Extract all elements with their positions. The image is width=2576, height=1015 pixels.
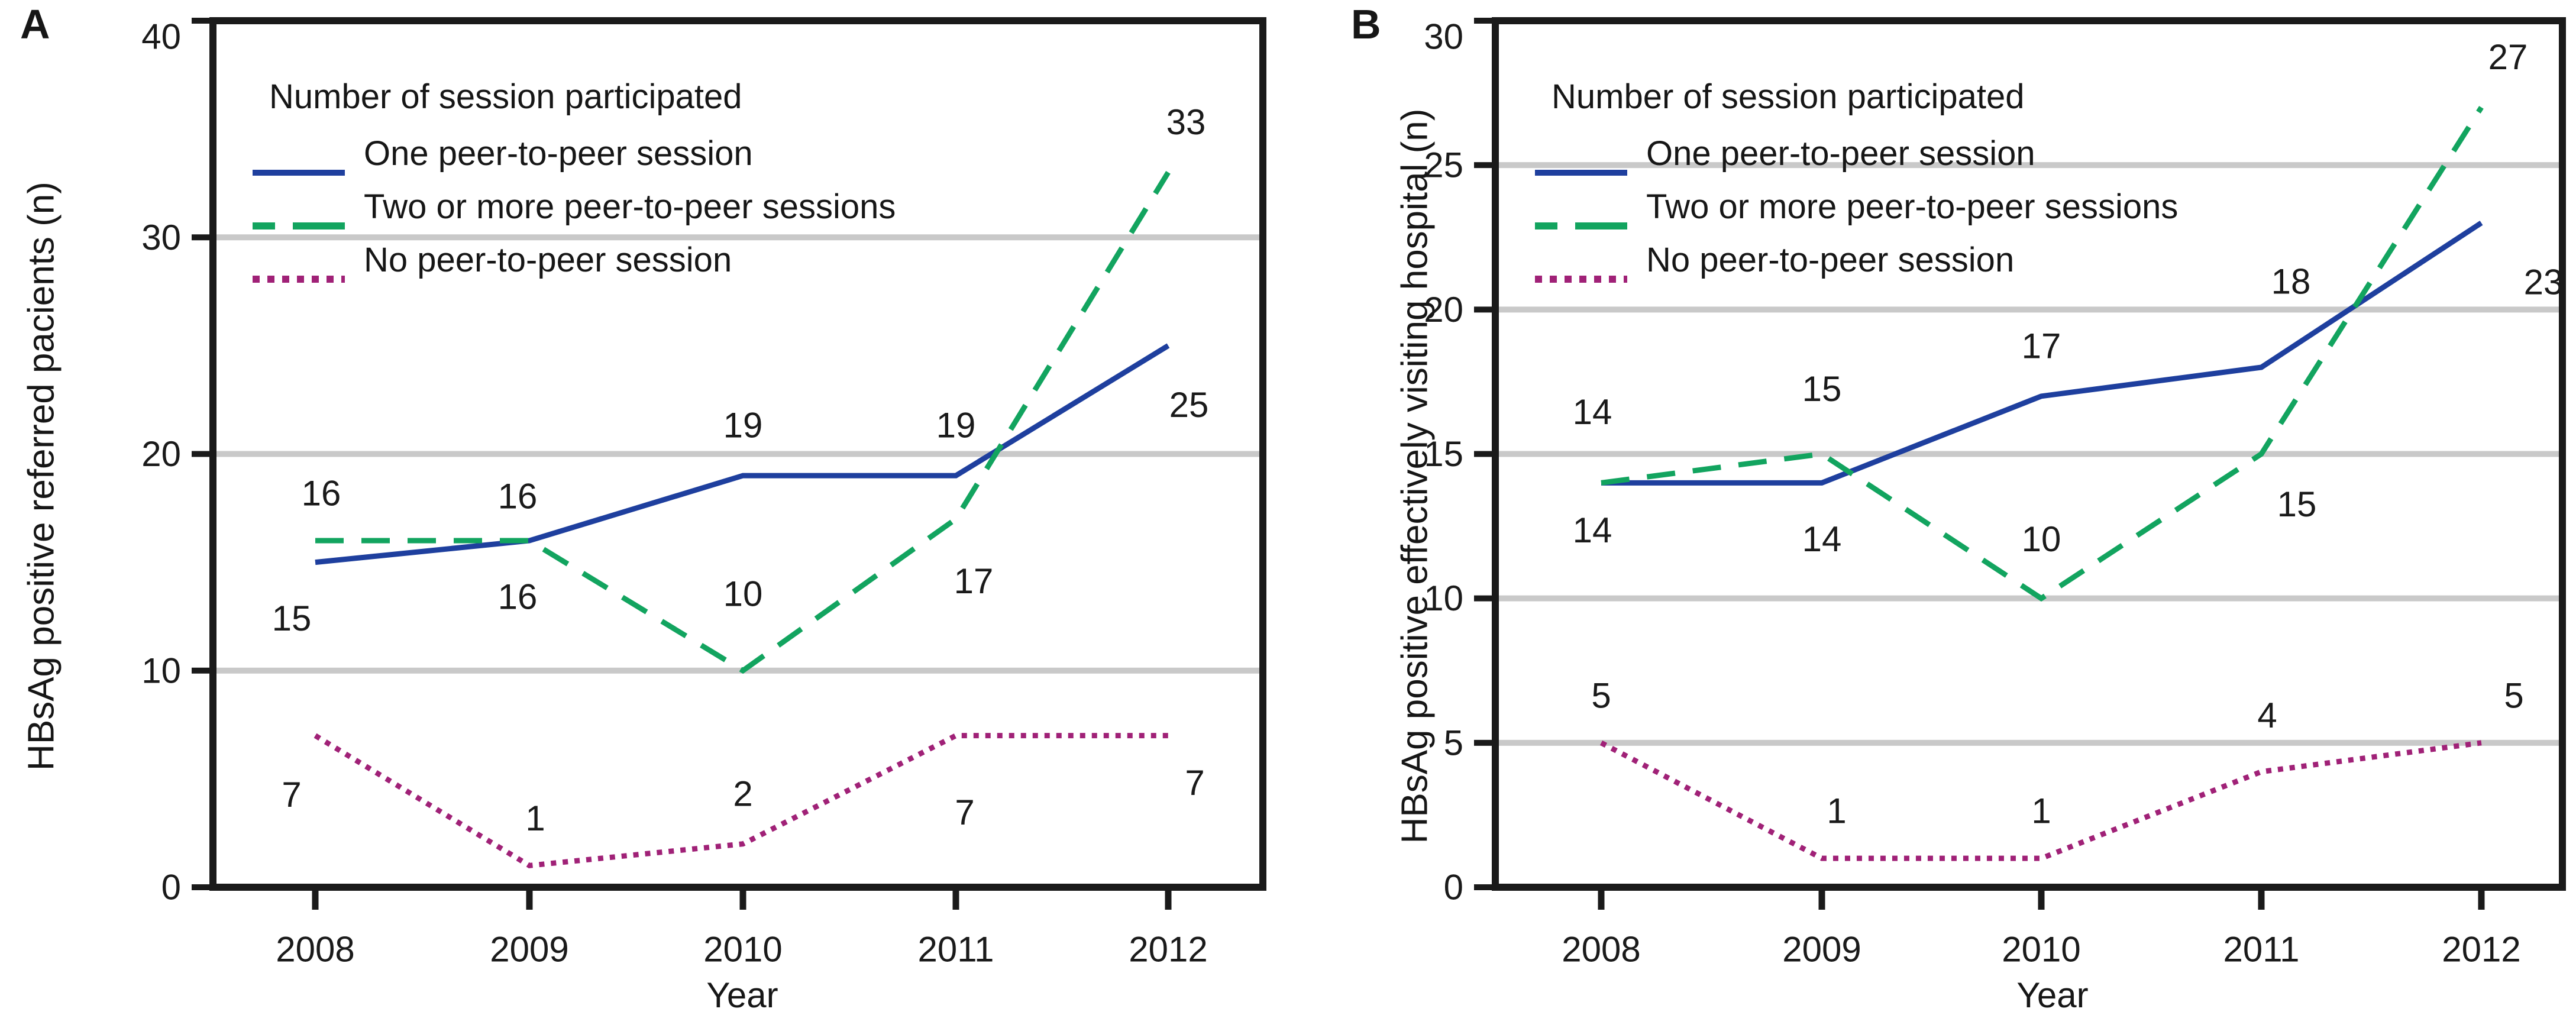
dashed-line-sample	[1534, 201, 1628, 229]
svg-text:30: 30	[1424, 17, 1463, 57]
svg-text:2010: 2010	[703, 930, 782, 969]
svg-text:33: 33	[1166, 102, 1206, 142]
svg-text:10: 10	[723, 574, 763, 613]
panel-b-legend: Number of session participated One peer-…	[1534, 76, 2178, 286]
svg-text:23: 23	[2524, 262, 2564, 302]
legend-item: Two or more peer-to-peer sessions	[251, 180, 896, 233]
panel-a-letter: A	[20, 1, 50, 47]
dotted-line-sample	[1534, 254, 1628, 283]
svg-text:10: 10	[141, 651, 181, 690]
svg-text:20: 20	[141, 434, 181, 474]
svg-text:27: 27	[2488, 37, 2528, 77]
panel-b-letter: B	[1351, 1, 1381, 47]
svg-text:7: 7	[955, 793, 974, 832]
svg-text:16: 16	[302, 474, 341, 513]
svg-text:40: 40	[141, 17, 181, 57]
svg-text:2008: 2008	[276, 930, 354, 969]
svg-text:25: 25	[1424, 146, 1463, 185]
svg-text:1: 1	[2031, 791, 2051, 831]
svg-text:1: 1	[1827, 791, 1846, 831]
svg-text:7: 7	[1185, 763, 1204, 803]
svg-text:10: 10	[2022, 519, 2061, 559]
svg-text:16: 16	[498, 577, 538, 617]
svg-text:4: 4	[2257, 696, 2277, 735]
svg-text:10: 10	[1424, 578, 1463, 618]
panel-a-y-axis-title: HBsAg positive referred pacients (n)	[21, 182, 62, 771]
legend-item-label: Two or more peer-to-peer sessions	[364, 187, 896, 226]
panel-b-y-axis-title: HBsAg positive effectively visiting hosp…	[1394, 108, 1436, 844]
svg-text:2: 2	[733, 774, 752, 813]
svg-text:2012: 2012	[2442, 930, 2520, 969]
legend-item: Two or more peer-to-peer sessions	[1534, 180, 2178, 233]
svg-text:5: 5	[1444, 723, 1463, 762]
svg-text:2011: 2011	[917, 930, 994, 969]
svg-text:17: 17	[2022, 326, 2061, 366]
svg-text:19: 19	[723, 406, 763, 445]
legend-item-label: No peer-to-peer session	[1646, 240, 2015, 279]
svg-text:2009: 2009	[490, 930, 568, 969]
svg-text:15: 15	[1424, 434, 1463, 474]
svg-text:2009: 2009	[1782, 930, 1861, 969]
dashed-line-sample	[251, 201, 346, 229]
panel-a-legend: Number of session participated One peer-…	[251, 76, 896, 286]
svg-text:30: 30	[141, 218, 181, 257]
legend-item: One peer-to-peer session	[1534, 127, 2178, 180]
svg-text:25: 25	[1169, 385, 1209, 425]
svg-text:2012: 2012	[1129, 930, 1207, 969]
legend-item-label: Two or more peer-to-peer sessions	[1646, 187, 2179, 226]
svg-text:18: 18	[2271, 262, 2311, 302]
svg-text:15: 15	[1802, 369, 1842, 409]
svg-text:20: 20	[1424, 290, 1463, 329]
svg-text:2010: 2010	[2002, 930, 2080, 969]
panel-b-x-axis-title: Year	[2016, 975, 2089, 1015]
svg-text:2011: 2011	[2223, 930, 2299, 969]
legend-item: One peer-to-peer session	[251, 127, 896, 180]
svg-text:19: 19	[936, 406, 976, 445]
svg-text:1: 1	[525, 799, 545, 838]
svg-text:14: 14	[1802, 519, 1842, 559]
legend-item-label: No peer-to-peer session	[364, 240, 732, 279]
svg-text:17: 17	[954, 561, 994, 601]
svg-text:5: 5	[1591, 675, 1611, 715]
legend-title: Number of session participated	[269, 77, 742, 116]
legend-item: No peer-to-peer session	[1534, 233, 2178, 286]
svg-text:7: 7	[282, 775, 301, 814]
svg-text:15: 15	[272, 599, 312, 638]
svg-text:0: 0	[161, 868, 181, 907]
svg-text:2008: 2008	[1562, 930, 1640, 969]
svg-text:5: 5	[2504, 675, 2523, 715]
solid-line-sample	[1534, 147, 1628, 176]
svg-text:16: 16	[498, 477, 538, 516]
legend-item-label: One peer-to-peer session	[364, 134, 753, 173]
svg-text:0: 0	[1444, 868, 1463, 907]
legend-item-label: One peer-to-peer session	[1646, 134, 2035, 173]
legend-item: No peer-to-peer session	[251, 233, 896, 286]
svg-text:14: 14	[1573, 392, 1612, 432]
solid-line-sample	[251, 147, 346, 176]
legend-title: Number of session participated	[1552, 77, 2025, 116]
svg-text:15: 15	[2277, 484, 2317, 524]
svg-text:14: 14	[1573, 510, 1612, 550]
dotted-line-sample	[251, 254, 346, 283]
panel-a-x-axis-title: Year	[706, 975, 778, 1015]
